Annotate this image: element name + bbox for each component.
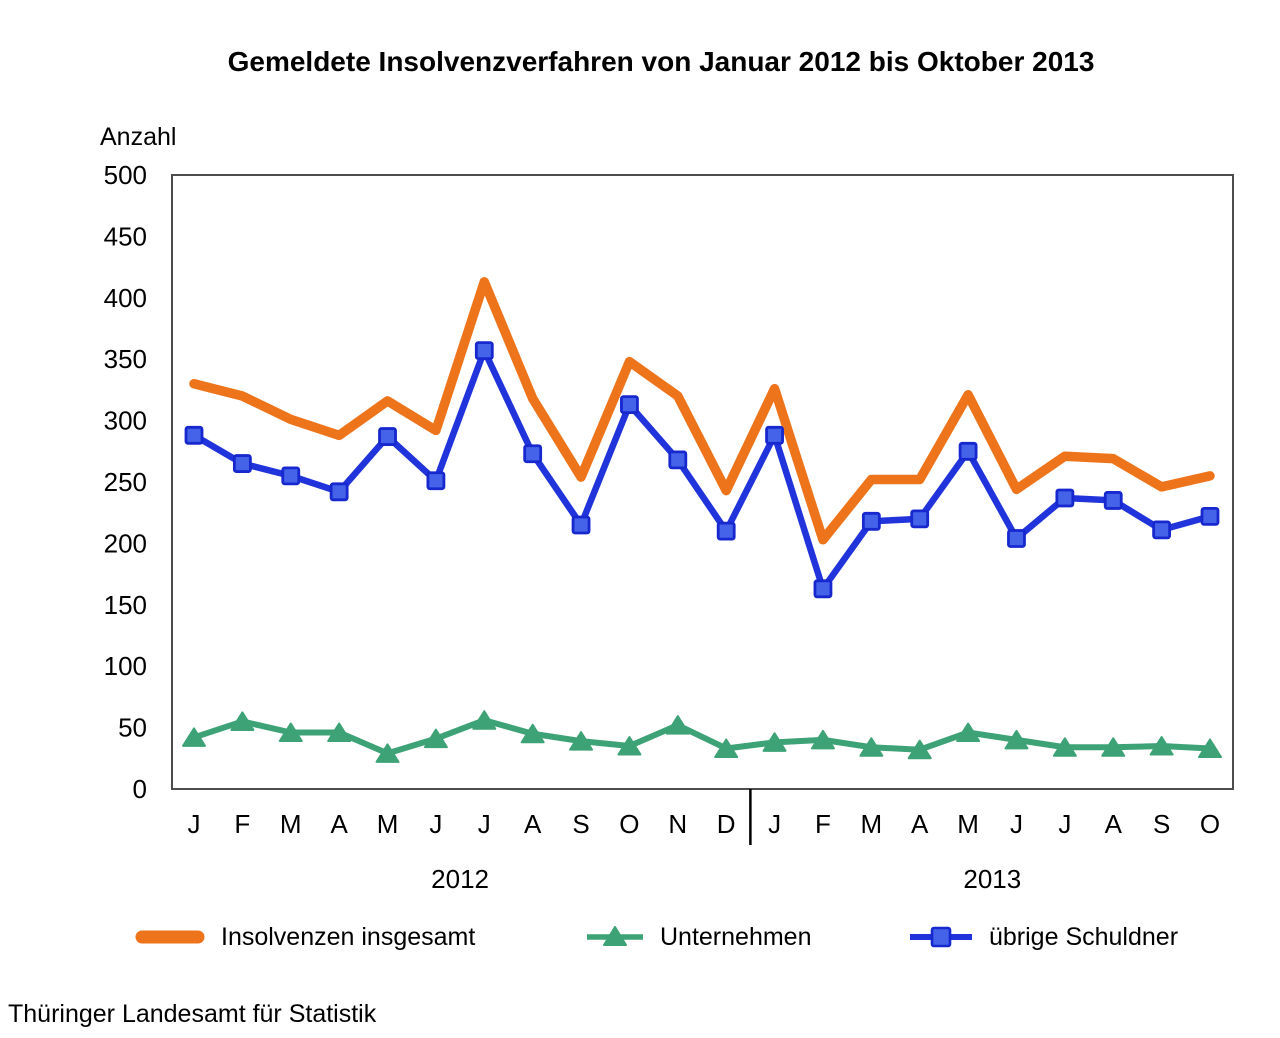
year-label: 2013 — [963, 864, 1021, 894]
x-tick-label: J — [188, 809, 201, 839]
x-tick-label: A — [330, 809, 348, 839]
green-triangle-line-icon — [587, 926, 643, 946]
data-point-square — [1103, 491, 1123, 510]
legend-label: übrige Schuldner — [989, 922, 1179, 951]
x-tick-label: M — [280, 809, 302, 839]
x-tick-label: J — [429, 809, 442, 839]
data-point-triangle — [714, 738, 739, 758]
x-tick-label: A — [1105, 809, 1123, 839]
y-tick-label: 100 — [104, 651, 147, 681]
y-tick-label: 0 — [133, 774, 147, 804]
x-tick-label: N — [668, 809, 687, 839]
source-attribution: Thüringer Landesamt für Statistik — [8, 1000, 377, 1028]
data-point-triangle — [327, 722, 352, 743]
x-tick-label: F — [815, 809, 831, 839]
y-tick-label: 250 — [104, 467, 147, 497]
data-point-square — [1200, 506, 1220, 526]
y-tick-label: 400 — [104, 283, 147, 313]
data-point-square — [716, 521, 736, 541]
data-point-square — [232, 454, 252, 473]
data-point-triangle — [617, 736, 642, 756]
data-point-triangle — [1052, 737, 1077, 757]
data-point-square — [910, 509, 930, 529]
data-point-square — [1152, 520, 1172, 540]
chart-legend: Insolvenzen insgesamt Unternehmen übrige… — [0, 914, 1280, 960]
data-point-triangle — [1101, 737, 1126, 757]
x-tick-label: O — [619, 809, 639, 839]
legend-item-uebrige-schuldner: übrige Schuldner — [908, 914, 1178, 960]
data-point-triangle — [907, 739, 932, 760]
data-point-square — [1007, 529, 1026, 548]
series-line-square — [190, 347, 1214, 593]
x-tick-label: S — [572, 809, 589, 839]
data-point-triangle — [230, 711, 255, 731]
data-point-square — [1055, 488, 1075, 508]
y-axis-unit-label: Anzahl — [100, 123, 177, 151]
data-point-triangle — [278, 722, 303, 743]
data-point-triangle — [182, 727, 206, 747]
y-tick-label: 350 — [104, 344, 147, 374]
series-line-total — [189, 277, 1215, 545]
legend-label: Unternehmen — [660, 922, 812, 951]
legend-label: Insolvenzen insgesamt — [221, 922, 476, 951]
data-point-triangle — [762, 732, 787, 752]
data-point-square — [474, 341, 494, 361]
x-tick-label: D — [717, 809, 736, 839]
data-point-square — [329, 482, 349, 502]
y-tick-label: 200 — [104, 528, 147, 558]
y-tick-label: 300 — [104, 406, 147, 436]
x-tick-label: M — [860, 809, 882, 839]
data-point-triangle — [423, 728, 448, 749]
data-point-triangle — [472, 710, 497, 730]
data-point-square — [861, 511, 881, 531]
data-point-square — [523, 444, 543, 464]
data-point-triangle — [375, 743, 400, 763]
data-point-square — [668, 450, 688, 470]
y-tick-label: 450 — [104, 221, 147, 251]
x-tick-label: M — [377, 809, 399, 839]
series-line-triangle — [191, 717, 1213, 757]
x-tick-label: S — [1153, 809, 1170, 839]
x-tick-label: M — [957, 809, 979, 839]
data-point-square — [765, 425, 784, 445]
data-point-triangle — [1149, 736, 1174, 756]
data-point-triangle — [859, 737, 884, 757]
data-point-triangle — [665, 715, 690, 735]
data-point-square — [378, 427, 397, 446]
x-tick-label: J — [478, 809, 491, 839]
x-tick-label: F — [234, 809, 250, 839]
data-point-square — [620, 395, 639, 415]
y-tick-label: 150 — [104, 590, 147, 620]
data-point-square — [281, 466, 301, 486]
legend-item-unternehmen: Unternehmen — [585, 914, 811, 960]
blue-square-line-icon — [910, 926, 972, 948]
plot-border — [171, 174, 1234, 790]
data-point-triangle — [810, 729, 835, 750]
orange-line-icon — [135, 930, 205, 944]
data-point-square — [571, 515, 591, 535]
year-label: 2012 — [431, 864, 489, 894]
data-point-triangle — [956, 722, 981, 743]
data-point-square — [813, 579, 833, 599]
x-tick-label: A — [911, 809, 929, 839]
x-tick-label: A — [524, 809, 542, 839]
chart-title: Gemeldete Insolvenzverfahren von Januar … — [227, 46, 1095, 77]
data-point-triangle — [520, 723, 545, 744]
y-tick-label: 500 — [104, 160, 147, 190]
data-point-triangle — [1004, 729, 1029, 750]
data-point-triangle — [1198, 738, 1222, 758]
x-tick-label: O — [1200, 809, 1220, 839]
x-tick-label: J — [1010, 809, 1023, 839]
data-point-square — [426, 471, 446, 491]
data-point-triangle — [569, 731, 594, 751]
legend-item-insolvenzen-insgesamt: Insolvenzen insgesamt — [134, 914, 475, 960]
data-point-square — [958, 441, 978, 461]
data-point-square — [184, 425, 204, 445]
y-tick-label: 50 — [118, 713, 147, 743]
x-tick-label: J — [768, 809, 781, 839]
x-tick-label: J — [1058, 809, 1071, 839]
